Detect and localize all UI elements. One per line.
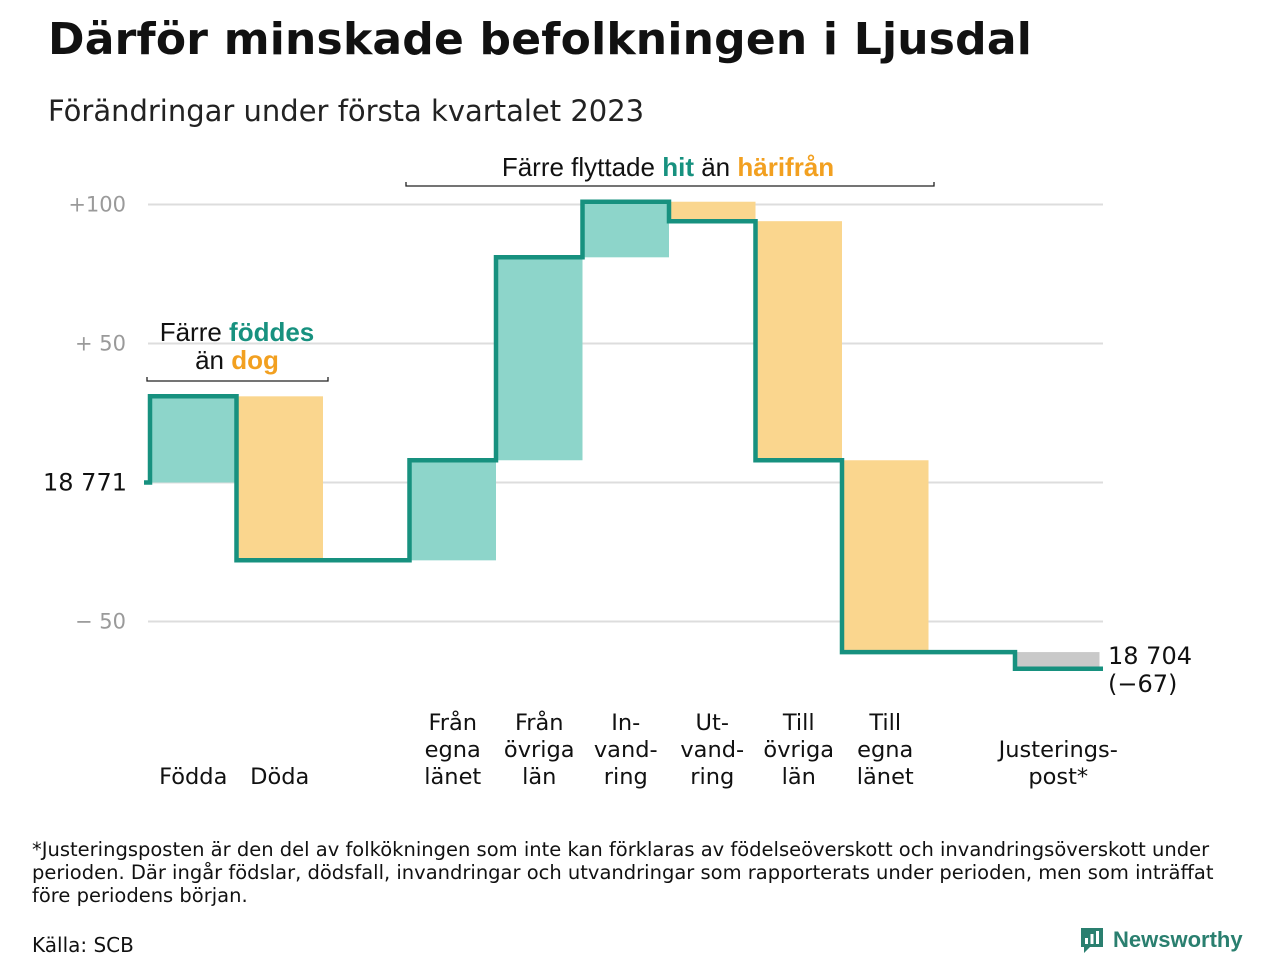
bar-invandring bbox=[582, 201, 669, 258]
annotation-births-deaths-line2: än dog bbox=[195, 345, 279, 375]
brand-logo[interactable]: Newsworthy bbox=[1079, 926, 1243, 954]
category-label: länet bbox=[424, 764, 481, 790]
bar-döda bbox=[236, 396, 323, 561]
category-label: egna bbox=[857, 737, 913, 763]
category-label: län bbox=[782, 764, 816, 790]
bar-utvandring bbox=[669, 201, 756, 222]
annotation-migration-part: hit bbox=[662, 152, 694, 182]
bar-födda bbox=[150, 396, 237, 483]
annotation-births-deaths-line1-part: föddes bbox=[229, 317, 314, 347]
annotation-births-deaths-line2-part: än bbox=[195, 345, 231, 375]
category-label: Från bbox=[428, 708, 477, 736]
annotation-bracket-migration bbox=[405, 182, 935, 187]
annotation-births-deaths-line1: Färre föddes bbox=[160, 317, 315, 347]
running-total-line-path bbox=[144, 199, 1103, 672]
bar-frånegnalänet bbox=[409, 460, 496, 561]
end-value-label: 18 704 bbox=[1108, 642, 1192, 670]
end-change-label: (−67) bbox=[1108, 670, 1177, 698]
annotation-migration: Färre flyttade hit än härifrån bbox=[502, 152, 834, 182]
category-label: post* bbox=[1028, 764, 1088, 790]
y-tick-label: +100 bbox=[68, 193, 126, 217]
category-label: In- bbox=[611, 710, 640, 736]
newsworthy-logo-icon bbox=[1081, 928, 1103, 953]
running-total-line bbox=[144, 199, 1103, 672]
category-label: egna bbox=[425, 737, 481, 763]
category-label: Födda bbox=[159, 764, 227, 790]
bar-justeringspost bbox=[1017, 652, 1100, 669]
category-label: vand- bbox=[594, 737, 658, 763]
category-label: länet bbox=[857, 764, 914, 790]
category-label: Ut- bbox=[696, 710, 729, 736]
bar-tillövrigalän bbox=[755, 221, 842, 461]
category-label: övriga bbox=[763, 737, 834, 763]
category-label: Från bbox=[515, 708, 564, 736]
start-value-label: 18 771 bbox=[43, 469, 127, 497]
footnote: *Justeringsposten är den del av folkökni… bbox=[32, 838, 1214, 907]
chart-subtitle: Förändringar under första kvartalet 2023 bbox=[48, 94, 645, 128]
bar-frånövrigalän bbox=[496, 257, 583, 461]
category-label: ring bbox=[604, 764, 648, 790]
source-label: Källa: SCB bbox=[32, 933, 134, 957]
annotation-migration-part: Färre flyttade bbox=[502, 152, 662, 182]
category-label: Till bbox=[782, 710, 815, 736]
y-tick-label: − 50 bbox=[75, 610, 126, 634]
category-label: ring bbox=[690, 764, 734, 790]
category-label: Justerings- bbox=[997, 737, 1118, 763]
annotation-migration-part: än bbox=[694, 152, 737, 182]
category-label: vand- bbox=[680, 737, 744, 763]
annotation-bracket-births bbox=[146, 377, 329, 382]
bars bbox=[150, 201, 1100, 669]
bar-tillegnalänet bbox=[842, 460, 929, 653]
category-label: Döda bbox=[250, 764, 309, 790]
category-label: län bbox=[522, 764, 556, 790]
y-tick-label: + 50 bbox=[75, 332, 126, 356]
brand-name: Newsworthy bbox=[1113, 927, 1243, 952]
annotation-births-deaths-line2-part: dog bbox=[231, 345, 279, 375]
chart-title: Därför minskade befolkningen i Ljusdal bbox=[48, 14, 1033, 65]
category-label: Till bbox=[868, 710, 901, 736]
annotation-births-deaths-line1-part: Färre bbox=[160, 317, 229, 347]
annotation-migration-part: härifrån bbox=[737, 152, 834, 182]
category-label: övriga bbox=[504, 737, 575, 763]
